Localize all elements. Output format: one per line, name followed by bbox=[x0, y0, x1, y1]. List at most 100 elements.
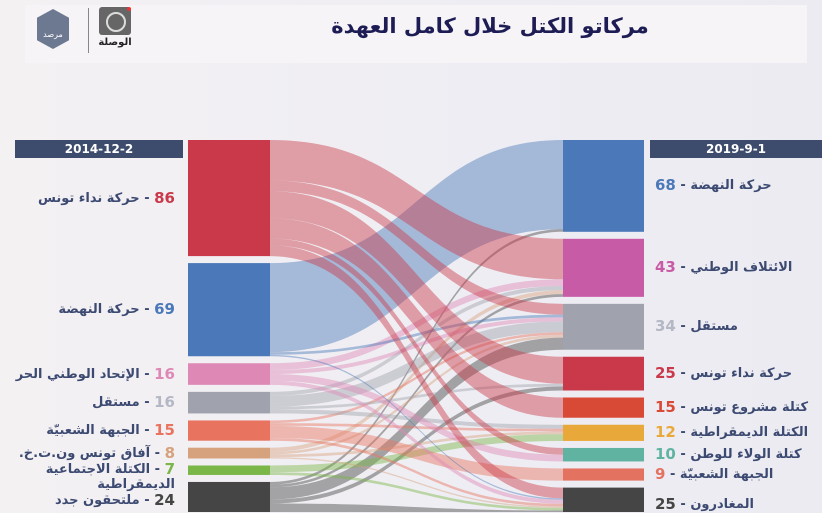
flow-link bbox=[270, 332, 563, 424]
label-separator: - bbox=[675, 496, 691, 512]
flow-link bbox=[270, 290, 563, 452]
right-node-bar bbox=[563, 303, 644, 350]
observatory-logo bbox=[37, 9, 69, 49]
label-separator: - bbox=[675, 425, 691, 441]
flow-link bbox=[270, 383, 563, 410]
left-node-label: 8 - آفاق تونس ون.ت.خ. bbox=[18, 443, 175, 462]
node-name: الجبهة الشعبيّة bbox=[679, 467, 774, 483]
label-separator: - bbox=[139, 492, 155, 508]
left-node-bar bbox=[188, 140, 270, 257]
flow-link bbox=[270, 423, 563, 432]
left-node-bar bbox=[188, 391, 270, 414]
node-value: 16 bbox=[154, 393, 175, 412]
logo-divider bbox=[88, 8, 89, 53]
node-name: حركة نداء تونس bbox=[37, 190, 140, 206]
node-value: 15 bbox=[655, 398, 676, 417]
right-node-bar bbox=[563, 468, 644, 481]
node-name: مستقل bbox=[92, 395, 140, 411]
site-logo-dot bbox=[127, 7, 131, 11]
label-separator: - bbox=[675, 319, 691, 335]
flow-link bbox=[270, 374, 563, 462]
label-separator: - bbox=[139, 395, 155, 411]
node-name: حركة نداء تونس bbox=[690, 366, 793, 382]
flow-link bbox=[270, 438, 563, 507]
node-name: الكتلة الاجتماعية الديمقراطية bbox=[45, 461, 175, 492]
node-name: ملتحقون جدد bbox=[54, 492, 140, 508]
flow-link bbox=[270, 317, 563, 375]
label-separator: - bbox=[150, 461, 165, 477]
label-separator: - bbox=[139, 366, 155, 382]
flow-link bbox=[270, 380, 563, 504]
node-value: 12 bbox=[655, 423, 676, 442]
label-separator: - bbox=[675, 400, 691, 416]
node-value: 86 bbox=[154, 188, 175, 207]
label-separator: - bbox=[139, 302, 155, 318]
node-value: 15 bbox=[154, 421, 175, 440]
left-node-label: 15 - الجبهة الشعبيّة bbox=[46, 421, 175, 440]
right-node-bar bbox=[563, 140, 644, 232]
flow-link bbox=[270, 386, 563, 504]
node-name: حركة النهضة bbox=[690, 178, 772, 194]
left-node-bar bbox=[188, 263, 270, 357]
flow-link bbox=[270, 425, 563, 481]
flow-link bbox=[270, 229, 563, 485]
flow-link bbox=[270, 245, 563, 499]
left-node-label: 16 - مستقل bbox=[92, 393, 175, 412]
flow-link bbox=[270, 434, 563, 473]
flow-link bbox=[270, 180, 563, 315]
left-node-label: 24 - ملتحقون جدد bbox=[54, 490, 175, 509]
node-name: الإتحاد الوطني الحر bbox=[15, 366, 140, 382]
node-name: آفاق تونس ون.ت.خ. bbox=[18, 445, 151, 461]
right-node-bar bbox=[563, 238, 644, 297]
node-name: الائتلاف الوطني bbox=[690, 260, 793, 276]
right-node-label: الجبهة الشعبيّة - 9 bbox=[655, 467, 774, 483]
flow-link bbox=[270, 334, 563, 455]
node-value: 8 bbox=[164, 443, 175, 462]
flow-link bbox=[270, 314, 563, 355]
flow-link bbox=[270, 140, 563, 353]
flow-link bbox=[270, 321, 563, 407]
node-name: كتلة مشروع تونس bbox=[690, 400, 809, 416]
node-value: 25 bbox=[655, 494, 676, 513]
left-node-bar bbox=[188, 420, 270, 441]
label-separator: - bbox=[675, 366, 691, 382]
flow-link bbox=[270, 286, 563, 396]
flow-link bbox=[270, 431, 563, 458]
label-separator: - bbox=[150, 445, 165, 461]
node-name: كتلة الولاء للوطن bbox=[690, 447, 802, 463]
flow-link bbox=[270, 409, 563, 429]
right-node-label: الائتلاف الوطني - 43 bbox=[655, 258, 793, 277]
node-name: مستقل bbox=[690, 319, 738, 335]
left-node-label: 16 - الإتحاد الوطني الحر bbox=[15, 366, 175, 382]
flow-link bbox=[270, 191, 563, 384]
flow-link bbox=[270, 140, 563, 280]
node-value: 68 bbox=[655, 176, 676, 195]
right-node-label: مستقل - 34 bbox=[655, 319, 738, 335]
flow-link bbox=[270, 238, 563, 455]
left-node-bar bbox=[188, 447, 270, 459]
node-value: 24 bbox=[154, 490, 175, 509]
left-node-bar bbox=[188, 465, 270, 475]
page-title: مركاتو الكتل خلال كامل العهدة bbox=[331, 14, 649, 38]
right-node-bar bbox=[563, 356, 644, 391]
flow-link bbox=[270, 337, 563, 500]
site-logo-icon bbox=[106, 12, 126, 32]
node-value: 25 bbox=[655, 364, 676, 383]
right-node-bar bbox=[563, 487, 644, 512]
right-node-bar bbox=[563, 447, 644, 462]
node-name: حركة النهضة bbox=[58, 302, 140, 318]
left-node-label: 86 - حركة نداء تونس bbox=[37, 188, 175, 207]
left-node-label: 7 - الكتلة الاجتماعية الديمقراطية bbox=[15, 459, 175, 492]
right-node-label: كتلة مشروع تونس - 15 bbox=[655, 398, 809, 417]
left-node-label: 69 - حركة النهضة bbox=[58, 302, 175, 318]
node-value: 7 bbox=[164, 459, 175, 478]
flow-link bbox=[270, 218, 563, 418]
node-value: 43 bbox=[655, 258, 676, 277]
right-node-bar bbox=[563, 424, 644, 441]
label-separator: - bbox=[139, 190, 155, 206]
left-node-bar bbox=[188, 481, 270, 512]
right-node-label: المغادرون - 25 bbox=[655, 494, 754, 513]
observatory-logo-text: مرصد bbox=[43, 30, 63, 39]
right-node-bar bbox=[563, 397, 644, 418]
node-name: الكتلة الديمقراطية bbox=[690, 425, 809, 441]
